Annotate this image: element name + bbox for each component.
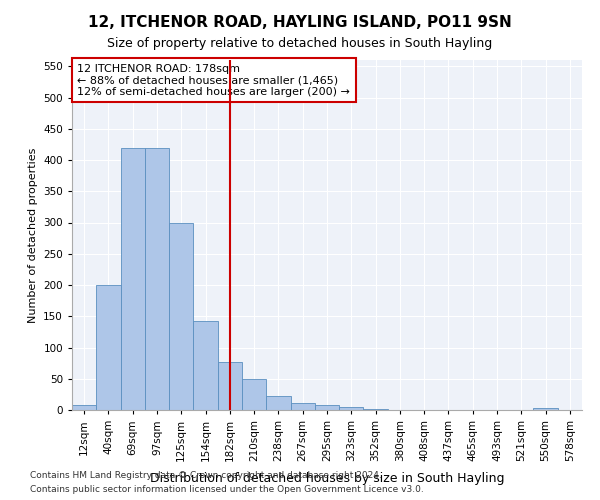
Bar [290, 402, 315, 410]
Bar [72, 405, 96, 410]
Text: Size of property relative to detached houses in South Hayling: Size of property relative to detached ho… [107, 38, 493, 51]
X-axis label: Distribution of detached houses by size in South Hayling: Distribution of detached houses by size … [150, 472, 504, 486]
Text: Contains HM Land Registry data © Crown copyright and database right 2024.: Contains HM Land Registry data © Crown c… [30, 470, 382, 480]
Y-axis label: Number of detached properties: Number of detached properties [28, 148, 38, 322]
Text: 12 ITCHENOR ROAD: 178sqm
← 88% of detached houses are smaller (1,465)
12% of sem: 12 ITCHENOR ROAD: 178sqm ← 88% of detach… [77, 64, 350, 96]
Bar [242, 380, 266, 410]
Bar [266, 396, 290, 410]
Bar [315, 405, 339, 410]
Bar [193, 320, 218, 410]
Bar [364, 409, 388, 410]
Bar [218, 362, 242, 410]
Bar [339, 407, 364, 410]
Bar [533, 408, 558, 410]
Bar [169, 222, 193, 410]
Text: 12, ITCHENOR ROAD, HAYLING ISLAND, PO11 9SN: 12, ITCHENOR ROAD, HAYLING ISLAND, PO11 … [88, 15, 512, 30]
Bar [145, 148, 169, 410]
Bar [121, 148, 145, 410]
Text: Contains public sector information licensed under the Open Government Licence v3: Contains public sector information licen… [30, 486, 424, 494]
Bar [96, 285, 121, 410]
